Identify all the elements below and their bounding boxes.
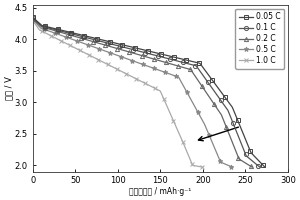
- Legend: 0.05 C, 0.1 C, 0.2 C, 0.5 C, 1.0 C: 0.05 C, 0.1 C, 0.2 C, 0.5 C, 1.0 C: [235, 9, 284, 69]
- 0.5 C: [157, 69, 160, 71]
- Line: 0.2 C: 0.2 C: [31, 17, 254, 169]
- 1.0 C: [31, 19, 34, 22]
- Line: 0.1 C: 0.1 C: [31, 16, 262, 169]
- 1.0 C: [98, 59, 102, 62]
- 1.0 C: [51, 36, 55, 38]
- 0.05 C: [106, 40, 110, 43]
- 0.5 C: [231, 166, 234, 168]
- X-axis label: 比放电容量 / mAh·g⁻¹: 比放电容量 / mAh·g⁻¹: [129, 187, 191, 196]
- 0.05 C: [59, 29, 62, 31]
- 0.2 C: [190, 71, 194, 73]
- 0.1 C: [196, 67, 200, 69]
- 1.0 C: [86, 53, 90, 56]
- 0.1 C: [258, 166, 262, 168]
- 0.05 C: [200, 64, 203, 67]
- 0.5 C: [175, 75, 179, 78]
- 0.1 C: [105, 42, 109, 44]
- 0.2 C: [250, 166, 254, 168]
- 0.1 C: [31, 17, 34, 19]
- 0.1 C: [58, 30, 62, 32]
- 0.2 C: [102, 44, 106, 46]
- 0.1 C: [121, 46, 124, 48]
- Line: 0.05 C: 0.05 C: [31, 15, 267, 169]
- 1.0 C: [154, 87, 157, 90]
- 0.05 C: [199, 63, 202, 65]
- 1.0 C: [201, 166, 205, 168]
- 0.2 C: [31, 17, 34, 20]
- 0.5 C: [31, 18, 34, 20]
- 1.0 C: [154, 88, 158, 90]
- Line: 1.0 C: 1.0 C: [31, 18, 205, 169]
- 0.5 C: [176, 76, 180, 78]
- 0.05 C: [263, 166, 267, 168]
- Line: 0.5 C: 0.5 C: [30, 17, 235, 170]
- 0.2 C: [118, 48, 122, 50]
- 0.1 C: [195, 65, 198, 68]
- 0.5 C: [110, 52, 114, 55]
- 0.05 C: [177, 57, 181, 59]
- 0.5 C: [55, 33, 58, 35]
- 0.2 C: [57, 31, 61, 33]
- Y-axis label: 电压 / V: 电压 / V: [4, 76, 13, 100]
- 0.1 C: [174, 59, 177, 62]
- 0.05 C: [31, 16, 34, 19]
- 0.2 C: [169, 63, 172, 65]
- 0.5 C: [96, 47, 100, 50]
- 0.2 C: [189, 69, 193, 71]
- 0.05 C: [123, 44, 126, 47]
- 1.0 C: [138, 79, 142, 82]
